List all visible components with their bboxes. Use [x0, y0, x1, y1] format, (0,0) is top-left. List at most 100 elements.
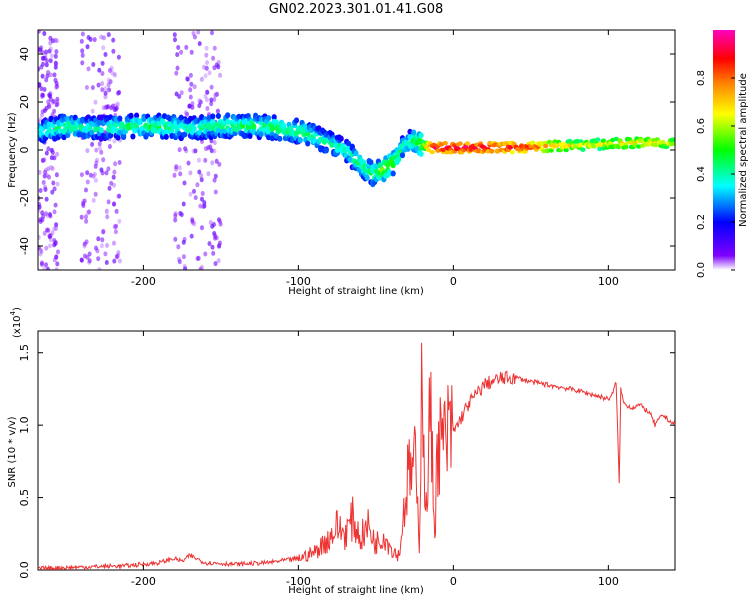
- noise-speck: [97, 141, 102, 147]
- noise-speck: [103, 94, 108, 100]
- y-tick-label: 0: [18, 147, 31, 154]
- noise-speck: [38, 234, 41, 240]
- ridge-point: [163, 133, 169, 140]
- noise-speck: [197, 41, 202, 47]
- noise-speck: [44, 77, 49, 83]
- noise-speck: [103, 90, 108, 96]
- noise-speck: [210, 223, 215, 229]
- noise-speck: [185, 111, 189, 117]
- noise-speck: [90, 108, 95, 114]
- ridge-point: [280, 122, 287, 129]
- x-tick-label: 100: [598, 275, 619, 288]
- noise-speck: [112, 72, 117, 78]
- noise-speck: [96, 236, 101, 242]
- noise-speck: [213, 92, 218, 98]
- noise-speck: [97, 267, 102, 270]
- noise-speck: [54, 254, 59, 260]
- noise-speck: [46, 166, 51, 172]
- noise-speck: [114, 223, 119, 229]
- ridge-point: [669, 141, 675, 147]
- noise-speck: [99, 34, 104, 40]
- noise-speck: [44, 245, 49, 251]
- noise-speck: [84, 85, 89, 90]
- noise-speck: [174, 70, 179, 76]
- noise-speck: [208, 144, 213, 150]
- noise-speck: [184, 148, 189, 154]
- noise-speck: [42, 173, 47, 179]
- ridge-point: [225, 112, 231, 119]
- noise-speck: [199, 173, 204, 179]
- noise-speck: [50, 230, 55, 236]
- noise-speck: [207, 70, 212, 76]
- noise-speck: [49, 147, 54, 153]
- ridge-point: [210, 113, 216, 120]
- ridge-point: [115, 134, 121, 141]
- noise-speck: [54, 226, 59, 231]
- ridge-point: [269, 135, 275, 142]
- spectrogram-x-label: Height of straight line (km): [288, 286, 424, 297]
- ridge-point: [353, 150, 359, 157]
- ridge-point: [130, 133, 136, 140]
- noise-speck: [42, 87, 47, 92]
- noise-speck: [38, 30, 41, 35]
- ridge-point: [489, 149, 495, 154]
- snr-series-line: [38, 342, 675, 570]
- noise-speck: [213, 173, 218, 179]
- noise-speck: [211, 250, 216, 256]
- snr-x-ticks: -200 -100 0 100: [131, 331, 619, 588]
- noise-speck: [48, 237, 53, 243]
- noise-speck: [99, 149, 104, 155]
- ridge-point: [595, 137, 601, 142]
- noise-speck: [40, 94, 45, 99]
- noise-speck: [190, 104, 195, 110]
- noise-speck: [117, 258, 122, 264]
- noise-speck: [117, 218, 122, 224]
- x-tick-label: -100: [286, 275, 311, 288]
- noise-speck: [112, 258, 117, 264]
- noise-speck: [86, 66, 91, 72]
- colorbar-ticks: 0.0 0.2 0.4 0.6 0.8: [696, 70, 735, 278]
- noise-speck: [196, 30, 201, 35]
- noise-speck: [106, 166, 111, 172]
- ridge-point: [271, 114, 277, 121]
- noise-speck: [205, 60, 209, 66]
- noise-speck: [104, 104, 109, 110]
- y-tick-label: -40: [18, 237, 31, 255]
- noise-speck: [184, 44, 189, 50]
- noise-speck: [179, 49, 184, 55]
- noise-speck: [38, 169, 42, 175]
- noise-speck: [96, 82, 101, 88]
- noise-speck: [48, 35, 53, 41]
- noise-speck: [45, 213, 50, 219]
- ridge-point: [89, 129, 95, 136]
- spectrogram-y-label: Frequency (Hz): [7, 112, 18, 188]
- noise-speck: [212, 177, 217, 183]
- noise-speck: [115, 253, 120, 259]
- noise-speck: [39, 86, 44, 92]
- snr-scale-exponent: 4: [9, 310, 17, 315]
- noise-speck: [93, 177, 98, 183]
- noise-speck: [116, 90, 120, 96]
- noise-speck: [181, 254, 186, 260]
- noise-speck: [93, 99, 98, 105]
- ridge-point: [247, 133, 253, 139]
- noise-speck: [53, 202, 58, 208]
- ridge-point: [543, 143, 549, 149]
- noise-speck: [202, 203, 207, 209]
- noise-speck: [47, 234, 52, 240]
- noise-speck: [199, 177, 204, 183]
- noise-speck: [173, 236, 178, 242]
- noise-speck: [112, 107, 117, 112]
- ridge-point: [396, 156, 402, 163]
- y-tick-label: 1.0: [18, 416, 31, 434]
- noise-speck: [209, 97, 214, 103]
- noise-speck: [42, 31, 47, 36]
- noise-speck: [111, 48, 116, 54]
- ridge-point: [626, 137, 633, 142]
- noise-speck: [43, 187, 48, 192]
- ridge-point: [98, 127, 104, 134]
- noise-speck: [116, 250, 121, 256]
- x-tick-label: 0: [450, 575, 457, 588]
- noise-speck: [97, 145, 102, 151]
- noise-speck: [95, 248, 100, 254]
